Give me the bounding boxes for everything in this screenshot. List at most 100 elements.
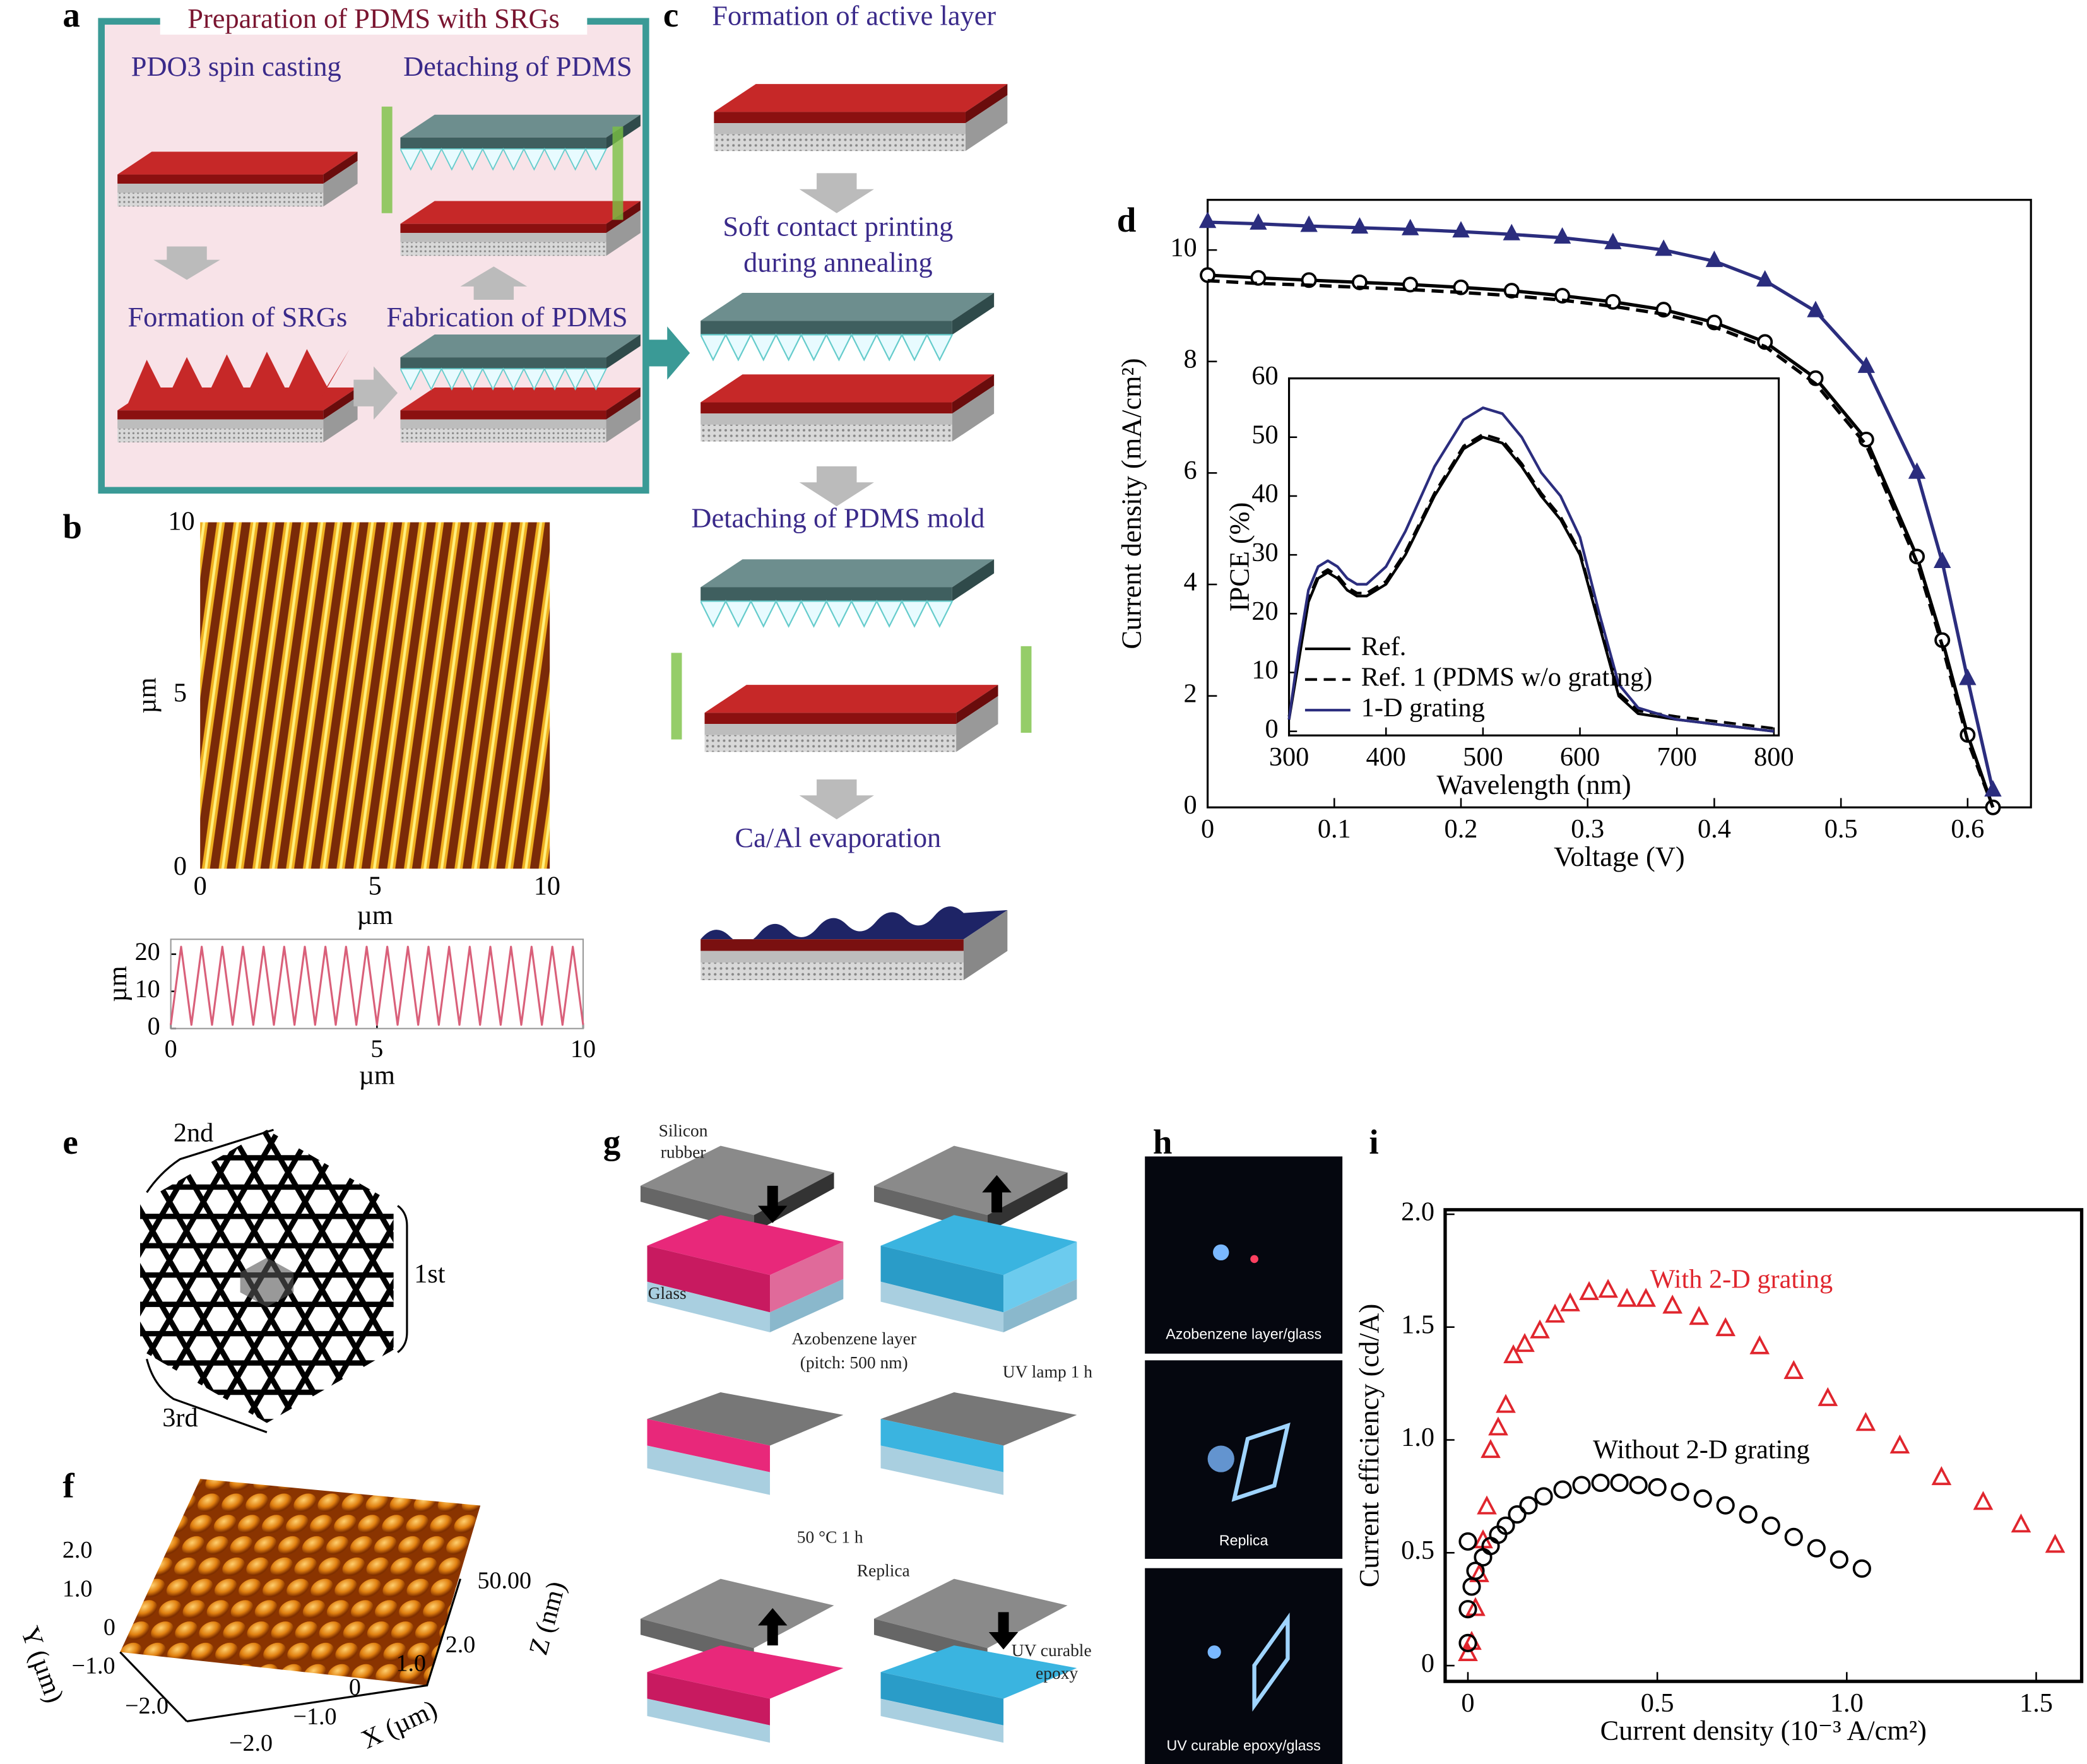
marker bbox=[1351, 217, 1369, 234]
bracket bbox=[397, 1205, 408, 1353]
marker bbox=[1705, 251, 1723, 268]
schematic-label: Silicon bbox=[659, 1122, 708, 1140]
y-tick-label: 1.0 bbox=[62, 1575, 93, 1602]
panel-label: d bbox=[1117, 201, 1137, 239]
marker bbox=[1807, 300, 1824, 317]
y-axis-label: Current efficiency (cd/A) bbox=[1353, 1304, 1385, 1588]
arrow bbox=[353, 366, 398, 420]
x-tick-label: 0 bbox=[1461, 1688, 1474, 1718]
y-tick-label: −2.0 bbox=[125, 1693, 168, 1719]
lift-arrow bbox=[381, 106, 393, 213]
y-axis-label: µm bbox=[132, 677, 162, 713]
schematic-label: Replica bbox=[857, 1561, 910, 1580]
lift-arrow bbox=[671, 653, 682, 740]
step-label: PDO3 spin casting bbox=[131, 50, 341, 82]
arrow bbox=[460, 266, 528, 300]
y-axis-label: µm bbox=[103, 966, 133, 1002]
x-tick-label: 1.5 bbox=[2019, 1688, 2053, 1718]
x-tick-label: 600 bbox=[1560, 742, 1600, 772]
marker bbox=[2045, 1534, 2066, 1553]
panel-label: e bbox=[62, 1123, 78, 1161]
y-tick-label: 2 bbox=[1184, 678, 1197, 708]
y-tick-label: 10 bbox=[1170, 233, 1197, 263]
arrow bbox=[799, 173, 874, 213]
hex-cell bbox=[240, 1257, 294, 1307]
step-label: during annealing bbox=[743, 246, 933, 278]
step-label: Detaching of PDMS mold bbox=[691, 502, 984, 534]
x-tick-label: 0.4 bbox=[1698, 814, 1731, 844]
axis-line bbox=[186, 1578, 461, 1723]
layer-stack bbox=[117, 151, 358, 207]
y-axis-label: IPCE (%) bbox=[1224, 502, 1255, 612]
schematic-label: (pitch: 500 nm) bbox=[800, 1353, 908, 1372]
schematic-label: 50 °C 1 h bbox=[797, 1528, 863, 1547]
marker bbox=[1857, 356, 1875, 373]
marker bbox=[1818, 1387, 1838, 1406]
marker bbox=[1458, 1633, 1477, 1652]
marker bbox=[1458, 1600, 1477, 1619]
marker bbox=[1933, 551, 1951, 568]
marker bbox=[1530, 1319, 1550, 1339]
order-label: 2nd bbox=[174, 1118, 213, 1147]
x-tick-label: 0.6 bbox=[1951, 814, 1984, 844]
legend-label: Ref. bbox=[1361, 632, 1407, 661]
image-caption: Azobenzene layer/glass bbox=[1166, 1325, 1321, 1342]
marker bbox=[1515, 1333, 1535, 1353]
title-backdrop bbox=[160, 10, 588, 35]
marker bbox=[1784, 1527, 1803, 1546]
marker bbox=[1807, 1539, 1826, 1558]
y-tick-label: 0 bbox=[1421, 1649, 1434, 1678]
step-label: Ca/Al evaporation bbox=[735, 822, 942, 853]
y-tick-label: 0 bbox=[103, 1614, 115, 1641]
legend-label: 1-D grating bbox=[1361, 693, 1485, 723]
x-tick-label: 0 bbox=[194, 872, 207, 901]
marker bbox=[1496, 1516, 1515, 1535]
marker bbox=[1761, 1516, 1780, 1535]
step-label: Detaching of PDMS bbox=[403, 50, 632, 82]
y-tick-label: 0 bbox=[148, 1012, 160, 1040]
x-tick-label: 800 bbox=[1754, 742, 1794, 772]
marker bbox=[1452, 221, 1470, 238]
marker bbox=[1959, 668, 1977, 685]
y-tick-label: 10 bbox=[168, 506, 194, 536]
x-axis-label: Voltage (V) bbox=[1554, 841, 1685, 872]
x-tick-label: 500 bbox=[1463, 742, 1503, 772]
diffraction-pattern bbox=[1231, 1423, 1291, 1502]
panel-label: f bbox=[62, 1467, 74, 1505]
layer-stack bbox=[400, 201, 641, 256]
y-tick-label: 2.0 bbox=[1401, 1197, 1434, 1227]
x-axis-label: X (µm) bbox=[357, 1694, 442, 1755]
marker bbox=[1508, 1505, 1527, 1524]
layer-stack bbox=[704, 685, 998, 752]
layer-stack bbox=[701, 374, 995, 442]
bracket bbox=[146, 1358, 268, 1433]
y-tick-label: −1.0 bbox=[71, 1653, 115, 1679]
schematic-label: rubber bbox=[661, 1142, 706, 1161]
marker bbox=[2011, 1513, 2031, 1533]
diffraction-spot bbox=[1250, 1255, 1258, 1264]
afm-3d-surface bbox=[120, 1479, 481, 1686]
marker bbox=[1889, 1434, 1910, 1454]
y-axis-label: Y (µm) bbox=[15, 1623, 70, 1707]
marker bbox=[1572, 1476, 1591, 1495]
plot-frame bbox=[1206, 199, 2032, 808]
schematic-label: Azobenzene layer bbox=[791, 1329, 916, 1348]
schematic-label: epoxy bbox=[1036, 1664, 1078, 1683]
marker bbox=[1670, 1483, 1689, 1501]
marker bbox=[1648, 1478, 1667, 1497]
marker bbox=[1250, 213, 1267, 230]
annotation: With 2-D grating bbox=[1650, 1265, 1833, 1294]
marker bbox=[1496, 1394, 1516, 1413]
series-line bbox=[1287, 406, 1775, 733]
x-tick-label: 1.0 bbox=[396, 1650, 426, 1677]
layer-stack bbox=[400, 388, 641, 442]
marker bbox=[1401, 218, 1419, 235]
x-tick-label: 5 bbox=[370, 1034, 383, 1063]
marker bbox=[1693, 1489, 1712, 1508]
legend-label: Ref. 1 (PDMS w/o grating) bbox=[1361, 662, 1653, 692]
series-line bbox=[1287, 432, 1775, 730]
lift-arrow bbox=[1020, 646, 1032, 733]
x-tick-label: 5 bbox=[369, 872, 382, 901]
marker bbox=[1655, 239, 1672, 256]
